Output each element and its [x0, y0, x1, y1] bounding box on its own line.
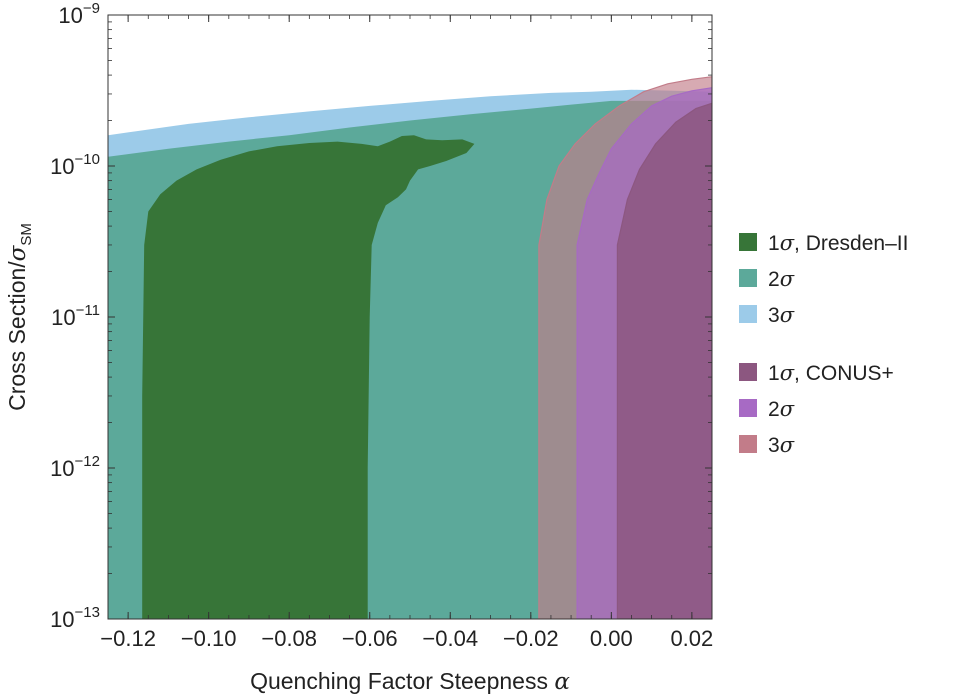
legend-label: 2σ [768, 267, 795, 291]
y-axis-ticks: 10−13 10−12 10−11 10−10 10−9 [50, 0, 712, 632]
x-tick-label: −0.10 [181, 626, 237, 651]
x-tick-label: 0.02 [670, 626, 713, 651]
x-axis-ticks: −0.12 −0.10 −0.08 −0.06 −0.04 −0.02 0.00 0.02 [100, 15, 713, 651]
y-tick-label: 10−12 [50, 453, 100, 481]
y-axis-title: Cross Section/σSM [4, 223, 35, 411]
legend-item: 1σ, CONUS+ [739, 361, 894, 385]
legend-item: 2σ [739, 267, 795, 291]
x-tick-label: −0.08 [261, 626, 317, 651]
legend: 1σ, Dresden–II 2σ 3σ 1σ, CONUS+ 2σ 3σ [739, 231, 908, 457]
legend-label: 2σ [768, 397, 795, 421]
y-tick-label: 10−11 [51, 302, 100, 330]
legend-swatch [739, 363, 757, 381]
legend-item: 1σ, Dresden–II [739, 231, 908, 255]
legend-item: 2σ [739, 397, 795, 421]
y-tick-label: 10−9 [58, 0, 100, 28]
legend-swatch [739, 233, 757, 251]
legend-label: 3σ [768, 303, 795, 327]
y-tick-label: 10−10 [50, 151, 100, 179]
legend-item: 3σ [739, 433, 795, 457]
legend-swatch [739, 399, 757, 417]
x-tick-label: −0.04 [422, 626, 478, 651]
x-axis-title: Quenching Factor Steepness α [250, 668, 570, 695]
x-tick-label: 0.00 [590, 626, 633, 651]
legend-swatch [739, 269, 757, 287]
legend-label: 3σ [768, 433, 795, 457]
region-dresden-1s [142, 135, 475, 619]
legend-item: 3σ [739, 303, 795, 327]
x-tick-label: −0.02 [503, 626, 559, 651]
legend-swatch [739, 305, 757, 323]
x-tick-label: −0.06 [342, 626, 398, 651]
confidence-regions [108, 76, 712, 619]
y-tick-label: 10−13 [50, 604, 100, 632]
legend-label: 1σ, Dresden–II [768, 231, 908, 255]
legend-label: 1σ, CONUS+ [768, 361, 894, 385]
x-tick-label: −0.12 [100, 626, 156, 651]
legend-swatch [739, 435, 757, 453]
region-conus-1s [616, 102, 712, 619]
